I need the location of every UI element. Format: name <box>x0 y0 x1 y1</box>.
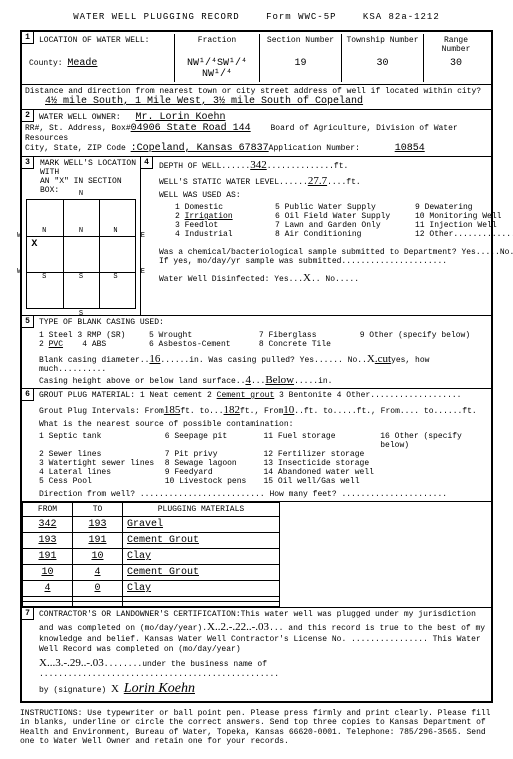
sec-num-7: 7 <box>22 608 34 620</box>
sec-7: 7 CONTRACTOR'S OR LANDOWNER'S CERTIFICAT… <box>22 607 491 701</box>
disinf-x: X <box>303 272 311 284</box>
sec-2: 2 WATER WELL OWNER: Mr. Lorin Koehn RR#,… <box>22 109 491 156</box>
sec-6: 6 GROUT PLUG MATERIAL: 1 Neat cement 2 C… <box>22 388 491 501</box>
distance: 4½ mile South, 1 Mile West, 3½ mile Sout… <box>45 96 488 107</box>
township: 30 <box>376 58 388 69</box>
plugging-table: FROMTOPLUGGING MATERIALS 342193Gravel193… <box>22 502 280 607</box>
sec-num-5: 5 <box>22 316 34 328</box>
section: 19 <box>294 58 306 69</box>
sec-3-4: 3 MARK WELL'S LOCATION WITH AN "X" IN SE… <box>22 156 491 315</box>
sec-num-1: 1 <box>22 32 34 44</box>
addr: 04906 State Road 144 <box>131 123 251 134</box>
static: 27.7 <box>308 175 327 187</box>
depth: 342 <box>250 159 267 171</box>
section-diagram: N S W E W E S S S N N N X <box>26 199 136 309</box>
form-no: Form WWC-5P <box>266 12 336 22</box>
app-no: 10854 <box>395 143 425 154</box>
title: WATER WELL PLUGGING RECORD <box>73 12 239 22</box>
county: Meade <box>67 58 97 69</box>
sec-5: 5 TYPE OF BLANK CASING USED: 1 Steel 3 R… <box>22 315 491 388</box>
sec-1b: Distance and direction from nearest town… <box>22 84 491 109</box>
dia: 16 <box>149 353 160 365</box>
fraction: NW¹/⁴SW¹/⁴ NW¹/⁴ <box>187 58 247 80</box>
x-mark: X <box>31 239 37 250</box>
city: :Copeland, Kansas 67837 <box>131 143 269 154</box>
ksa: KSA 82a-1212 <box>363 12 440 22</box>
sec-num-2: 2 <box>22 110 34 122</box>
sec-num-3: 3 <box>22 157 34 169</box>
sec-num-6: 6 <box>22 389 34 401</box>
sec-table: FROMTOPLUGGING MATERIALS 342193Gravel193… <box>22 501 491 607</box>
range: 30 <box>450 58 462 69</box>
signature: Lorin Koehn <box>124 681 195 696</box>
form-box: 1 LOCATION OF WATER WELL: Fraction Secti… <box>20 30 493 703</box>
sec-1: 1 LOCATION OF WATER WELL: Fraction Secti… <box>22 32 491 84</box>
instructions: INSTRUCTIONS: Use typewriter or ball poi… <box>20 709 493 747</box>
owner: Mr. Lorin Koehn <box>135 112 225 123</box>
sec-num-4: 4 <box>141 157 153 169</box>
form-header: WATER WELL PLUGGING RECORD Form WWC-5P K… <box>20 12 493 22</box>
